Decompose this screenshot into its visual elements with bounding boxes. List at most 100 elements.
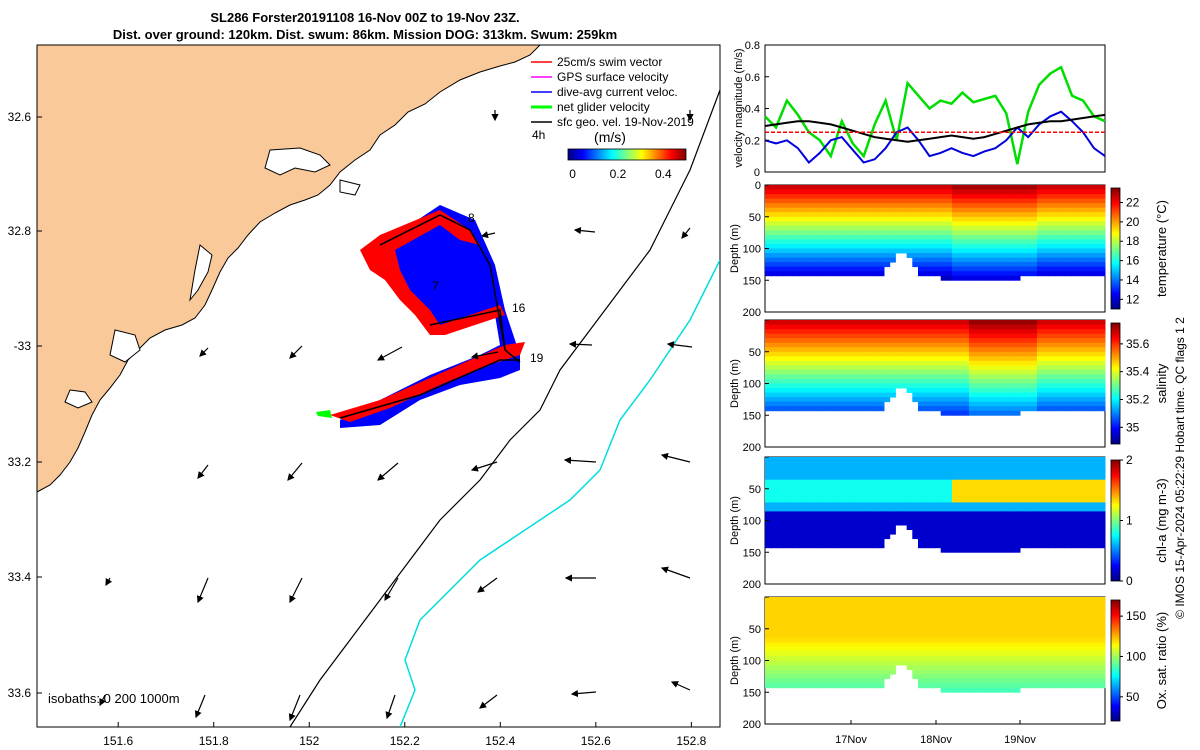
colorbar-tick-label: 150 <box>1126 609 1146 623</box>
section-colorbar <box>1110 322 1121 445</box>
colorbar-tick-label: 2 <box>1126 453 1133 467</box>
time-tick-label: 18Nov <box>920 734 952 746</box>
colorbar-tick-label: 0.4 <box>655 167 672 181</box>
colorbar-tick-label: 1 <box>1126 514 1133 528</box>
map-x-tick-label: 152.2 <box>390 734 420 748</box>
colorbar-unit: (m/s) <box>594 129 626 145</box>
depth-tick-label: 150 <box>743 547 761 559</box>
depth-tick-label: 150 <box>743 275 761 287</box>
depth-tick-label: 50 <box>749 212 761 224</box>
colorbar-tick-label: 35.4 <box>1126 365 1150 379</box>
colorbar-tick-label: 0.2 <box>610 167 627 181</box>
map-y-tick-label: 33.2 <box>8 455 32 469</box>
depth-tick-label: 200 <box>743 719 761 731</box>
geostrophic-velocity-arrows <box>99 110 694 722</box>
copyright-text: © IMOS 15-Apr-2024 05:22:29 Hobart time.… <box>1173 317 1187 619</box>
section-colorbar <box>1110 599 1121 722</box>
depth-tick-label: 50 <box>749 624 761 636</box>
section-panel-oxygen: 50 100 150 200 Depth (m) 50 100 150 Ox. sat. rat… <box>729 596 1169 731</box>
velocity-panel: 0 0.2 0.4 0.6 0.8 velocity magnitude (m/s) <box>733 40 1106 179</box>
isobath-1000m <box>399 259 720 727</box>
velocity-y-tick-label: 0.2 <box>745 135 760 147</box>
time-axis: 17Nov 18Nov 19Nov <box>835 720 1036 746</box>
colorbar-tick-label: 35.2 <box>1126 392 1150 406</box>
depth-axis-label: Depth (m) <box>729 359 741 408</box>
depth-tick-label: 100 <box>743 516 761 528</box>
colorbar-tick-label: 0 <box>1126 574 1133 588</box>
map-y-tick-label: 33.6 <box>8 686 32 700</box>
lake <box>109 329 141 363</box>
velocity-y-tick-label: 0 <box>754 167 760 179</box>
lake <box>339 179 361 196</box>
map-x-tick-label: 151.8 <box>199 734 229 748</box>
depth-tick-label: 50 <box>749 484 761 496</box>
map-x-tick-label: 152.8 <box>676 734 706 748</box>
map-y-tick-label: 33.4 <box>8 570 32 584</box>
depth-tick-label: 200 <box>743 307 761 319</box>
velocity-y-tick-label: 0.8 <box>745 40 760 52</box>
map-y-tick-label: -33 <box>14 339 32 353</box>
velocity-y-axis: 0 0.2 0.4 0.6 0.8 <box>745 40 769 179</box>
lake <box>264 147 331 176</box>
velocity-y-tick-label: 0.6 <box>745 72 760 84</box>
map-colorbar <box>567 148 687 161</box>
velocity-series-line <box>764 113 1106 143</box>
legend-entry: 25cm/s swim vector <box>557 55 662 69</box>
map-y-axis: 32.6 32.8 -33 33.2 33.4 33.6 <box>8 110 42 700</box>
time-tick-label: 17Nov <box>835 734 867 746</box>
depth-axis-label: Depth (m) <box>729 496 741 545</box>
legend-entry: sfc geo. vel. 19-Nov-2019 <box>557 115 694 129</box>
chart-title: SL286 Forster20191108 16-Nov 00Z to 19-N… <box>210 10 520 25</box>
depth-tick-label: 100 <box>743 379 761 391</box>
glider-track <box>316 205 525 428</box>
waypoint-label: 19 <box>530 351 544 365</box>
waypoint-label: 8 <box>468 211 475 225</box>
velocity-y-tick-label: 0.4 <box>745 104 760 116</box>
legend-entry: GPS surface velocity <box>557 70 668 84</box>
map-x-tick-label: 152.6 <box>581 734 611 748</box>
legend-entry: net glider velocity <box>557 100 650 114</box>
depth-tick-label: 100 <box>743 244 761 256</box>
map-x-tick-label: 152.4 <box>485 734 515 748</box>
colorbar-label: temperature (°C) <box>1154 200 1169 297</box>
map-y-tick-label: 32.6 <box>8 110 32 124</box>
colorbar-tick-label: 20 <box>1126 215 1140 229</box>
section-colorbar <box>1110 187 1121 310</box>
depth-tick-label: 150 <box>743 687 761 699</box>
map-x-tick-label: 151.6 <box>103 734 133 748</box>
colorbar-tick-label: 12 <box>1126 292 1140 306</box>
depth-axis-label: Depth (m) <box>729 224 741 273</box>
map-x-tick-label: 152 <box>299 734 319 748</box>
colorbar-tick-label: 50 <box>1126 690 1140 704</box>
colorbar-tick-label: 35 <box>1126 420 1140 434</box>
waypoint-label: 7 <box>432 279 439 293</box>
lake <box>189 244 213 302</box>
legend-duration-label: 4h <box>532 128 545 142</box>
colorbar-tick-label: 14 <box>1126 273 1140 287</box>
colorbar-tick-label: 16 <box>1126 254 1140 268</box>
coastline-land <box>37 45 541 493</box>
colorbar-tick-label: 22 <box>1126 196 1140 210</box>
depth-tick-label: 0 <box>755 180 761 192</box>
colorbar-tick-label: 100 <box>1126 649 1146 663</box>
colorbar-label: Ox. sat. ratio (%) <box>1154 612 1169 710</box>
map-y-tick-label: 32.8 <box>8 224 32 238</box>
section-panel-temperature: 0 50 100 150 200 Depth (m) 12 14 16 18 20 22 tempera… <box>729 180 1169 319</box>
lake <box>64 389 93 409</box>
section-panel-salinity: 50 100 150 200 Depth (m) 35 35.2 35.4 35.6 salini… <box>729 319 1169 454</box>
colorbar-tick-label: 35.6 <box>1126 337 1150 351</box>
isobaths-label: isobaths: 0 200 1000m <box>48 691 180 706</box>
colorbar-tick-label: 0 <box>569 167 576 181</box>
colorbar-tick-label: 18 <box>1126 234 1140 248</box>
section-colorbar <box>1110 459 1121 582</box>
isobath-200m <box>289 89 720 727</box>
chart-subtitle: Dist. over ground: 120km. Dist. swum: 86… <box>112 27 618 42</box>
legend-entry: dive-avg current veloc. <box>557 85 678 99</box>
depth-tick-label: 100 <box>743 656 761 668</box>
colorbar-label: salinity <box>1154 363 1169 403</box>
waypoint-label: 16 <box>512 301 526 315</box>
